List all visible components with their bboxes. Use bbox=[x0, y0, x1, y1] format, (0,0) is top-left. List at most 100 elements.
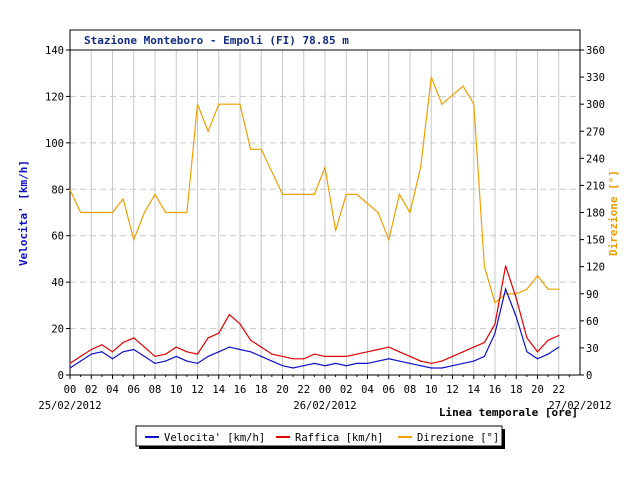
data-point bbox=[250, 351, 252, 353]
data-point bbox=[335, 230, 337, 232]
data-point bbox=[101, 211, 103, 214]
data-point bbox=[80, 360, 82, 362]
x-tick-label: 16 bbox=[489, 384, 502, 396]
x-axis: 00 02 04 06 08 10 12 14 16 18 20 22 00 02 04 06 08 10 12 14… bbox=[64, 375, 570, 396]
data-point bbox=[207, 355, 209, 357]
data-point bbox=[345, 193, 347, 195]
data-point bbox=[90, 348, 92, 351]
data-point bbox=[388, 346, 390, 348]
data-point bbox=[515, 293, 517, 295]
data-point bbox=[175, 346, 177, 348]
legend-items: Velocita' [km/h] Raffica [km/h] Direzione … bbox=[145, 432, 499, 444]
data-point bbox=[536, 351, 539, 353]
x-tick-label: 02 bbox=[85, 384, 98, 396]
x-tick-label: 12 bbox=[191, 384, 204, 396]
data-point bbox=[90, 211, 92, 214]
data-point bbox=[451, 365, 454, 367]
data-point bbox=[175, 355, 177, 357]
data-point bbox=[409, 355, 411, 357]
data-point bbox=[547, 353, 549, 355]
x-tick-label: 16 bbox=[234, 384, 247, 396]
data-point bbox=[430, 367, 432, 369]
y-tick-left: 100 bbox=[45, 138, 64, 150]
y-tick-right: 90 bbox=[586, 289, 599, 301]
data-point bbox=[483, 355, 485, 357]
y-axis-right-label: Direzione [°] bbox=[607, 170, 620, 256]
data-point bbox=[398, 351, 400, 353]
data-point bbox=[250, 148, 252, 150]
x-tick-label: 20 bbox=[531, 384, 544, 396]
data-point bbox=[143, 211, 145, 214]
y-tick-right: 240 bbox=[586, 153, 605, 165]
data-point bbox=[122, 341, 124, 344]
data-point bbox=[133, 348, 135, 351]
data-point bbox=[281, 365, 284, 367]
data-point bbox=[239, 103, 241, 105]
data-point bbox=[313, 362, 315, 364]
y-tick-left: 60 bbox=[51, 231, 64, 243]
data-point bbox=[196, 362, 199, 364]
data-point bbox=[207, 130, 209, 132]
data-point bbox=[558, 334, 560, 337]
data-point bbox=[420, 166, 422, 168]
data-point bbox=[451, 355, 454, 357]
data-point bbox=[430, 76, 432, 78]
y-axis-left: 0 20 40 60 80 100 120 140 bbox=[45, 45, 70, 382]
data-point bbox=[366, 351, 369, 353]
data-point bbox=[324, 355, 326, 357]
data-point bbox=[345, 355, 347, 357]
data-point bbox=[356, 353, 358, 355]
data-point bbox=[133, 337, 135, 339]
data-point bbox=[398, 360, 400, 362]
x-tick-label: 00 bbox=[64, 384, 77, 396]
data-point bbox=[69, 362, 71, 364]
data-point bbox=[101, 344, 103, 346]
y-tick-left: 20 bbox=[51, 324, 64, 336]
data-point bbox=[505, 288, 507, 290]
data-point bbox=[175, 211, 177, 214]
data-point bbox=[494, 332, 496, 334]
data-point bbox=[281, 355, 284, 357]
x-tick-label: 04 bbox=[361, 384, 374, 396]
data-point bbox=[409, 362, 411, 364]
data-point bbox=[122, 198, 124, 200]
x-tick-label: 06 bbox=[382, 384, 395, 396]
x-tick-label: 18 bbox=[510, 384, 523, 396]
data-point bbox=[196, 353, 199, 355]
y-tick-right: 300 bbox=[586, 99, 605, 111]
data-point bbox=[462, 85, 464, 87]
data-point bbox=[324, 365, 326, 367]
x-tick-label: 14 bbox=[467, 384, 480, 396]
data-point bbox=[420, 360, 422, 362]
legend-label: Raffica [km/h] bbox=[295, 432, 384, 444]
data-point bbox=[536, 358, 539, 360]
y-tick-right: 210 bbox=[586, 180, 605, 192]
data-point bbox=[292, 358, 294, 360]
date-label: 25/02/2012 bbox=[38, 400, 101, 412]
data-point bbox=[271, 353, 273, 355]
data-point bbox=[303, 193, 305, 195]
x-axis-label: Linea temporale [ore] bbox=[439, 406, 578, 419]
data-point bbox=[388, 239, 390, 241]
data-point bbox=[90, 353, 92, 355]
data-point bbox=[111, 358, 114, 360]
y-tick-right: 180 bbox=[586, 208, 605, 220]
data-point bbox=[536, 275, 539, 277]
data-point bbox=[451, 94, 454, 96]
data-point bbox=[526, 288, 528, 290]
data-point bbox=[473, 360, 475, 362]
data-point bbox=[239, 348, 241, 351]
x-tick-label: 22 bbox=[297, 384, 310, 396]
data-point bbox=[281, 193, 284, 195]
data-point bbox=[218, 351, 220, 353]
data-point bbox=[345, 365, 347, 367]
data-point bbox=[430, 362, 432, 364]
data-point bbox=[260, 355, 262, 357]
data-point bbox=[207, 337, 209, 339]
data-point bbox=[505, 293, 507, 295]
data-point bbox=[101, 351, 103, 353]
data-point bbox=[335, 362, 337, 364]
data-point bbox=[441, 360, 443, 362]
legend-box bbox=[135, 425, 503, 447]
x-tick-label: 14 bbox=[212, 384, 225, 396]
